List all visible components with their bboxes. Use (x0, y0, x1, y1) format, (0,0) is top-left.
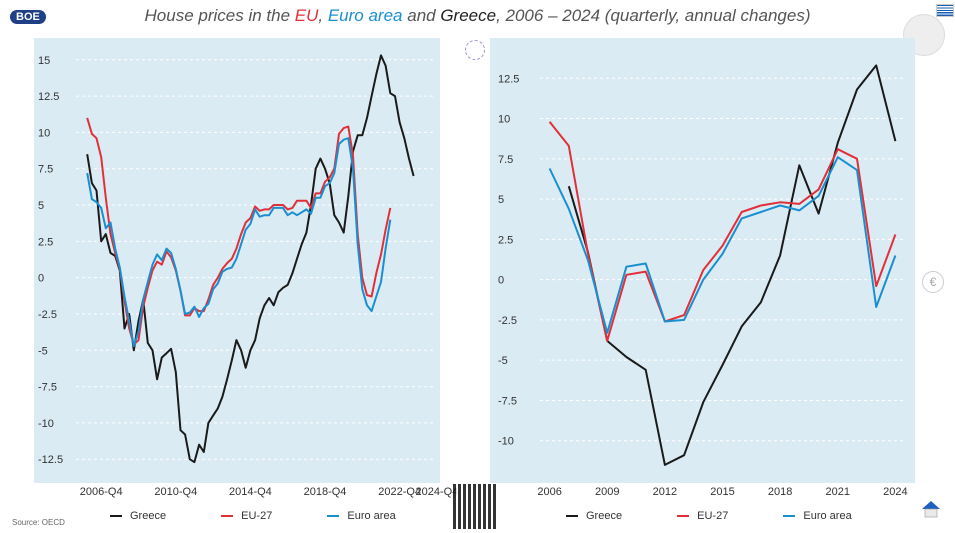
y-tick-label: -10 (498, 436, 514, 448)
y-tick-label: -10 (38, 418, 54, 430)
right-gridlines (540, 77, 905, 442)
right-axis-labels: -10 -7.5 -5 -2.5 0 2.5 5 7.5 10 12.5 2006 2009 2012 2… (498, 73, 908, 498)
x-tick-label: 2006 (537, 486, 561, 498)
x-tick-label: 2009 (595, 486, 619, 498)
legend-item-greece: Greece (566, 510, 622, 522)
left-legend: Greece EU-27 Euro area (110, 510, 396, 522)
y-tick-label: -2.5 (38, 309, 57, 321)
left-chart-series (86, 54, 415, 464)
y-tick-label: 7.5 (498, 154, 513, 166)
institution-logo: BOE (10, 10, 46, 24)
series-line-eu-27 (86, 117, 392, 346)
left-axis-labels: -12.5 -10 -7.5 -5 -2.5 0 2.5 5 7.5 10 12.5 15 2006-Q… (38, 55, 458, 498)
x-tick-label: 2018 (768, 486, 792, 498)
eu-stars-icon (465, 40, 485, 60)
title-euro-area: Euro area (327, 6, 403, 25)
y-tick-label: 7.5 (38, 164, 53, 176)
legend-item-euro-area: Euro area (327, 510, 396, 522)
x-tick-label: 2010-Q4 (154, 486, 197, 498)
title-eu: EU (294, 6, 319, 25)
x-tick-label: 2024 (883, 486, 907, 498)
legend-item-eu27: EU-27 (677, 510, 728, 522)
chart-title: House prices in the EU, Euro area and Gr… (0, 6, 955, 26)
y-tick-label: 15 (38, 55, 50, 67)
y-tick-label: 12.5 (38, 91, 59, 103)
source-note: Source: OECD (12, 518, 65, 527)
right-panel-background (490, 38, 915, 483)
house-icon (922, 501, 940, 518)
x-tick-label: 2022-Q4 (378, 486, 421, 498)
x-tick-label: 2014-Q4 (229, 486, 272, 498)
legend-item-eu27: EU-27 (221, 510, 272, 522)
title-suffix: , 2006 – 2024 (quarterly, annual changes… (496, 6, 811, 25)
legend-item-euro-area: Euro area (783, 510, 852, 522)
y-tick-label: 10 (498, 114, 510, 126)
greece-flag-icon (936, 4, 954, 17)
legend-item-greece: Greece (110, 510, 166, 522)
x-tick-label: 2015 (710, 486, 734, 498)
series-line-eu-27 (548, 121, 897, 342)
x-tick-label: 2006-Q4 (80, 486, 123, 498)
series-line-greece (567, 64, 897, 466)
y-tick-label: 0 (498, 275, 504, 287)
y-tick-label: 2.5 (38, 236, 53, 248)
left-gridlines (76, 59, 436, 460)
x-tick-label: 2018-Q4 (304, 486, 347, 498)
y-tick-label: 10 (38, 127, 50, 139)
x-tick-label: 2012 (653, 486, 677, 498)
euro-coin-icon: € (922, 271, 944, 293)
y-tick-label: 5 (498, 194, 504, 206)
y-tick-label: 5 (38, 200, 44, 212)
y-tick-label: -5 (498, 355, 508, 367)
y-tick-label: 12.5 (498, 73, 519, 85)
title-prefix: House prices in the (144, 6, 295, 25)
y-tick-label: -7.5 (38, 382, 57, 394)
right-legend: Greece EU-27 Euro area (566, 510, 852, 522)
series-line-euro-area (548, 156, 897, 334)
left-panel-background (34, 38, 440, 483)
series-line-euro-area (86, 137, 392, 347)
x-tick-label: 2024-Q4 (416, 486, 459, 498)
y-tick-label: -7.5 (498, 395, 517, 407)
title-sep2: and (402, 6, 441, 25)
qr-code (453, 484, 498, 529)
title-greece: Greece (440, 6, 497, 25)
right-chart-series (548, 64, 897, 466)
y-tick-label: -2.5 (498, 315, 517, 327)
title-sep1: , (318, 6, 328, 25)
x-tick-label: 2021 (826, 486, 850, 498)
y-tick-label: -5 (38, 345, 48, 357)
y-tick-label: 0 (38, 273, 44, 285)
y-tick-label: 2.5 (498, 234, 513, 246)
y-tick-label: -12.5 (38, 454, 63, 466)
